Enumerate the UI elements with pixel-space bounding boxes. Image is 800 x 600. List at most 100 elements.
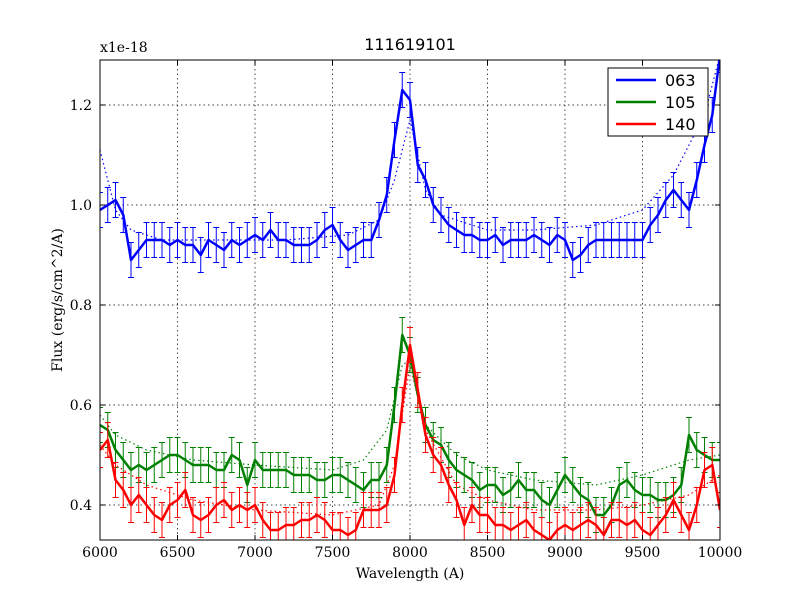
data-point [385,464,388,466]
data-point [199,254,202,256]
data-point [347,534,349,536]
legend-label-140: 140 [665,115,696,134]
data-point [254,504,256,506]
data-point [595,524,597,526]
data-point [695,449,698,451]
data-point [509,529,512,531]
data-point [207,464,210,466]
data-point [316,239,318,241]
ticks: 6000 6500 7000 7500 8000 8500 9000 9500 10000 0.4… [70,60,742,561]
data-point [122,214,125,216]
data-point [478,239,481,241]
data-point [122,489,125,491]
data-point [269,529,272,531]
data-point [292,244,295,246]
data-point [215,504,218,506]
data-point [199,464,202,466]
data-point [339,239,342,241]
data-point [130,259,132,261]
data-point [277,529,280,531]
data-point [354,529,357,531]
data-point [680,484,683,486]
legend: 063 105 140 [607,67,709,137]
data-point [626,479,628,481]
data-point [370,239,373,241]
data-point [192,244,194,246]
data-point [478,514,481,516]
data-point [246,509,249,511]
data-point [130,504,132,506]
data-point [486,239,489,241]
data-point [145,239,148,241]
data-point [192,464,194,466]
series-140 [100,327,720,540]
data-point [626,239,628,241]
data-point [378,219,380,221]
data-point [176,239,179,241]
data-point [161,459,163,461]
data-point [695,179,698,181]
data-point [176,454,179,456]
data-point [168,244,171,246]
data-point [168,454,171,456]
data-point [688,529,690,531]
data-point [161,519,163,521]
data-point [285,239,287,241]
data-point [153,464,156,466]
data-point [509,489,512,491]
data-point [463,234,466,236]
data-point [688,209,690,211]
data-point [556,529,559,531]
data-point [540,499,543,501]
data-point [323,519,326,521]
data-point [277,239,280,241]
data-point [478,489,481,491]
data-point [688,434,690,436]
data-point [362,509,365,511]
x-tick-label: 6500 [160,545,196,561]
data-point [238,244,241,246]
data-point [199,519,202,521]
data-point [378,509,380,511]
data-point [331,474,334,476]
data-point [463,474,466,476]
data-point [230,239,233,241]
data-point [447,224,450,226]
data-point [556,234,559,236]
data-point [633,489,636,491]
data-point [137,464,140,466]
data-point [517,479,520,481]
y-tick-label: 0.6 [70,398,92,414]
data-point [424,179,427,181]
data-point [494,234,497,236]
data-point [300,244,303,246]
data-point [579,254,582,256]
data-point [672,189,675,191]
data-point [587,499,590,501]
data-point [137,249,140,251]
data-point [579,524,582,526]
data-point [703,469,706,471]
data-point [114,449,117,451]
data-point [649,534,652,536]
data-point [393,474,396,476]
data-point [447,459,450,461]
data-point [114,479,117,481]
data-point [362,489,365,491]
data-point [223,469,225,471]
data-point [463,524,466,526]
data-point [331,529,334,531]
data-point [378,479,380,481]
data-point [517,239,520,241]
data-point [471,504,473,506]
data-point [215,469,218,471]
data-point [393,404,396,406]
data-point [292,474,295,476]
data-point [502,494,504,496]
data-point [517,524,520,526]
data-point [223,249,225,251]
data-point [145,469,148,471]
data-point [339,529,342,531]
data-point [393,139,396,141]
